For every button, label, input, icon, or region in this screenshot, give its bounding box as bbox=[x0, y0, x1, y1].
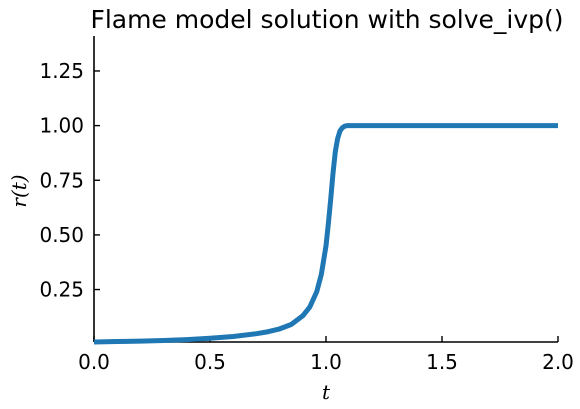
chart-title: Flame model solution with solve_ivp() bbox=[90, 5, 563, 34]
x-tick-label: 0.0 bbox=[78, 350, 110, 374]
series-line bbox=[94, 126, 558, 342]
axes: 0.0 0.5 1.0 1.5 2.0 0.25 0.50 0.75 1.00 1.25 bbox=[39, 36, 573, 374]
x-tick-label: 1.5 bbox=[426, 350, 458, 374]
x-axis-label: t bbox=[322, 380, 331, 404]
x-tick-label: 0.5 bbox=[194, 350, 226, 374]
y-tick-label: 1.25 bbox=[39, 59, 84, 83]
y-tick-label: 0.75 bbox=[39, 168, 84, 192]
y-tick-label: 0.50 bbox=[39, 223, 84, 247]
series-group bbox=[94, 126, 558, 342]
x-tick-label: 2.0 bbox=[542, 350, 574, 374]
x-tick-label: 1.0 bbox=[310, 350, 342, 374]
y-tick-label: 0.25 bbox=[39, 278, 84, 302]
y-axis-label: r(t) bbox=[7, 174, 31, 207]
y-tick-label: 1.00 bbox=[39, 114, 84, 138]
